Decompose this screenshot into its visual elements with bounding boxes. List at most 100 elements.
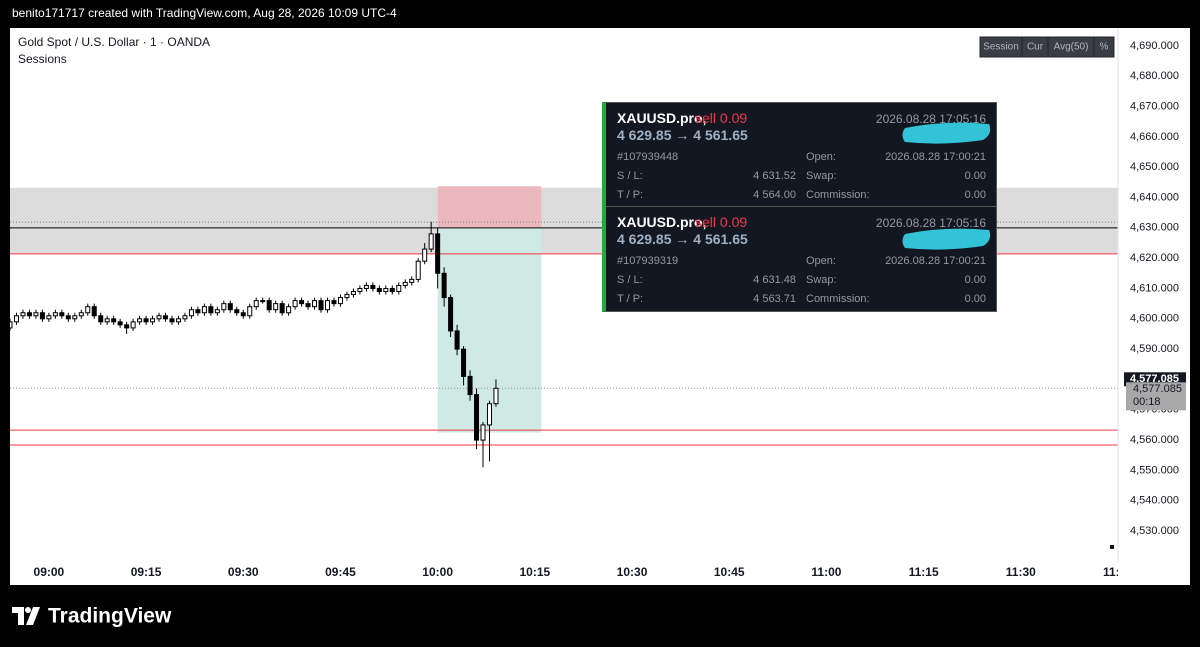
- candle-body: [422, 248, 428, 262]
- candle-body: [156, 315, 162, 320]
- candle-body: [104, 318, 110, 323]
- candle-body: [163, 315, 169, 320]
- toolbar-button[interactable]: Session: [983, 42, 1019, 53]
- candle-body: [72, 315, 78, 320]
- candle-body: [91, 306, 97, 317]
- y-tick-label: 4,690.000: [1130, 40, 1179, 52]
- candle-body: [253, 300, 259, 308]
- trade-prices: 4 629.85 → 4 561.65: [617, 127, 748, 143]
- open-time: 2026.08.28 17:00:21: [885, 255, 986, 267]
- countdown: 00:18: [1133, 396, 1161, 408]
- candle-body: [402, 281, 408, 286]
- candle-body: [260, 300, 266, 303]
- swap-value: 0.00: [964, 170, 986, 182]
- sl-value: 4 631.48: [753, 274, 796, 286]
- candle-body: [448, 297, 454, 332]
- y-tick-label: 4,670.000: [1130, 100, 1179, 112]
- swap-value: 0.00: [964, 274, 986, 286]
- tp-label: T / P:: [617, 293, 644, 305]
- candle-body: [20, 312, 26, 317]
- candle-body: [286, 306, 292, 314]
- candle-body: [299, 300, 305, 305]
- candle-body: [486, 403, 492, 426]
- trade-symbol: XAUUSD.pro,: [617, 214, 707, 230]
- x-tick-label: 09:30: [228, 565, 259, 579]
- sl-label: S / L:: [617, 274, 643, 286]
- candle-body: [415, 260, 421, 280]
- candle-body: [143, 318, 149, 323]
- price-tag: [1126, 382, 1186, 411]
- candle-body: [266, 300, 272, 311]
- candle-body: [46, 315, 52, 320]
- toolbar-button[interactable]: %: [1100, 42, 1109, 53]
- candle-body: [344, 294, 350, 299]
- swap-label: Swap:: [806, 170, 837, 182]
- candle-body: [111, 318, 117, 323]
- candle-body: [454, 330, 460, 350]
- brand: TradingView: [48, 605, 172, 628]
- trade-symbol: XAUUSD.pro,: [617, 110, 707, 126]
- x-tick-label: 11:00: [811, 565, 841, 579]
- candle-body: [195, 309, 201, 314]
- candle-body: [312, 300, 318, 308]
- candle-body: [461, 348, 467, 377]
- candle-body: [370, 284, 376, 289]
- indicator-name: Sessions: [18, 52, 67, 66]
- candle-body: [493, 387, 499, 405]
- candle-body: [150, 318, 156, 323]
- candle-body: [13, 315, 19, 323]
- price-axis: 4,530.000 4,540.000 4,550.000 4,560.000 4,57…: [1117, 28, 1190, 585]
- candle-body: [208, 306, 214, 314]
- trade-time: 2026.08.28 17:05:16: [875, 216, 986, 230]
- trade-ticket: #107939448: [617, 151, 679, 163]
- y-tick-label: 4,550.000: [1130, 464, 1179, 476]
- candle-body: [240, 312, 246, 317]
- candle-body: [467, 375, 473, 396]
- toolbar-button[interactable]: Cur: [1027, 42, 1044, 53]
- toolbar-button[interactable]: Avg(50): [1054, 42, 1089, 53]
- x-tick-label: 09:00: [34, 565, 65, 579]
- candle-body: [474, 394, 480, 441]
- candle-body: [350, 291, 356, 296]
- candle-body: [389, 287, 395, 293]
- candle-body: [376, 287, 382, 293]
- candle-body: [357, 287, 363, 293]
- x-tick-label: 10:30: [617, 565, 648, 579]
- candle-body: [480, 424, 486, 441]
- commission-value: 0.00: [964, 189, 986, 201]
- candle-body: [39, 312, 45, 320]
- time-axis: 09:00 09:15 09:30 09:45 10:00 10:15 10:30 10:45…: [34, 565, 1118, 579]
- tp-label: T / P:: [617, 189, 644, 201]
- y-tick-label: 4,680.000: [1130, 70, 1179, 82]
- separator: [606, 206, 996, 207]
- price-axis-background: [1118, 28, 1190, 585]
- trade-side: sell 0.09: [695, 214, 748, 230]
- y-tick-label: 4,640.000: [1130, 191, 1179, 203]
- y-tick-label: 4,590.000: [1130, 343, 1179, 355]
- candle-body: [279, 303, 285, 314]
- candle-body: [292, 300, 298, 308]
- candle-body: [175, 318, 181, 323]
- y-tick-label: 4,540.000: [1130, 495, 1179, 507]
- candle-body: [331, 300, 337, 305]
- candle-body: [59, 312, 65, 317]
- candle-body: [337, 297, 343, 305]
- candle-body: [130, 321, 136, 329]
- candle-body: [383, 287, 389, 293]
- candle-body: [227, 303, 233, 311]
- candle-body: [182, 315, 188, 320]
- candle-body: [273, 303, 279, 311]
- candle-body: [65, 315, 71, 320]
- candle-body: [124, 324, 130, 329]
- candle-body: [428, 233, 434, 250]
- candle-body: [117, 321, 123, 326]
- chart-title: Gold Spot / U.S. Dollar · 1 · OANDA: [18, 35, 210, 49]
- candle-body: [85, 306, 91, 314]
- candle-body: [247, 306, 253, 317]
- candle-body: [318, 300, 324, 311]
- x-tick-label: 11:30: [1006, 565, 1036, 579]
- commission-label: Commission:: [806, 293, 870, 305]
- open-time: 2026.08.28 17:00:21: [885, 151, 986, 163]
- trade-ticket: #107939319: [617, 255, 679, 267]
